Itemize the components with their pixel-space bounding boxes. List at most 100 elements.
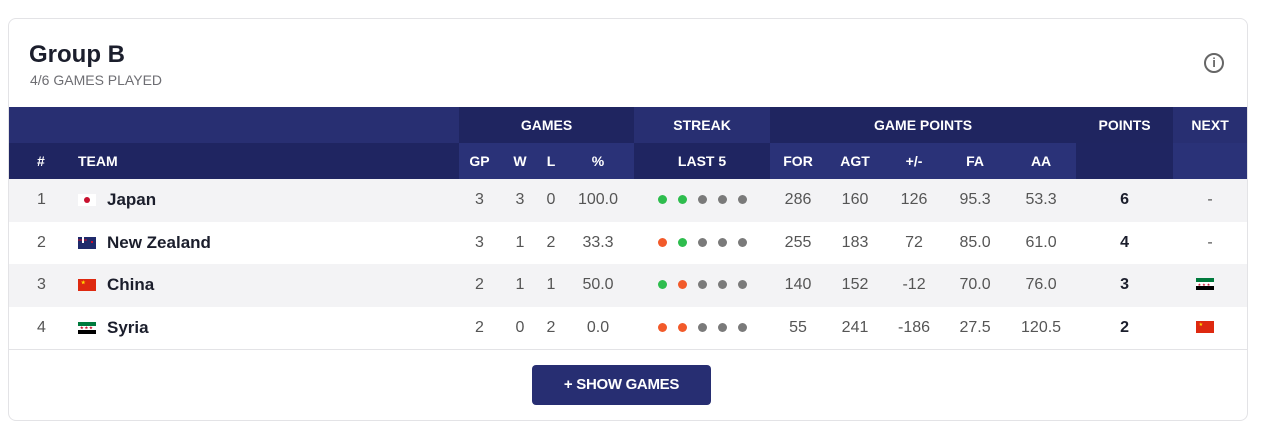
- team-cell[interactable]: ★★★ Syria: [52, 306, 459, 350]
- for-average: 70.0: [944, 264, 1007, 307]
- team-cell[interactable]: New Zealand: [52, 222, 459, 265]
- header-for: FOR: [770, 143, 827, 179]
- streak-dot-none: [717, 322, 727, 332]
- china-flag-icon: ★: [1195, 320, 1214, 333]
- for-average: 85.0: [959, 233, 991, 251]
- header-blank: [9, 107, 459, 143]
- games-played: 4/6 GAMES PLAYED: [30, 72, 163, 88]
- streak-dot-none: [737, 237, 747, 247]
- games-played: 2: [459, 264, 500, 307]
- losses: 2: [546, 233, 556, 251]
- japan-flag-icon: [78, 194, 96, 207]
- header-points: POINTS: [1076, 107, 1174, 143]
- team-name[interactable]: China: [107, 275, 155, 295]
- table-row[interactable]: 3 ★ China 2 1 1 50.0 140 152 -12 70.0 76.0 3 ★★★: [9, 264, 1248, 307]
- against-average: 53.3: [1006, 179, 1077, 222]
- wins: 1: [500, 264, 540, 307]
- streak-dot-none: [697, 322, 707, 332]
- header-team: TEAM: [52, 143, 459, 179]
- syria-flag-icon: ★★★: [78, 321, 96, 334]
- header-l: L: [540, 143, 562, 179]
- streak-dot-loss: [677, 322, 687, 332]
- rank: 1: [9, 179, 52, 222]
- header-games: GAMES: [459, 107, 635, 143]
- info-icon[interactable]: i: [1204, 53, 1224, 73]
- last5-streak: [634, 306, 771, 350]
- last5-streak: [634, 264, 771, 307]
- group-title: Group B: [29, 41, 125, 68]
- points: 6: [1076, 179, 1174, 222]
- team-name[interactable]: New Zealand: [107, 232, 211, 252]
- rank: 2: [37, 233, 46, 251]
- win-pct: 0.0: [562, 306, 635, 350]
- points-for: 286: [770, 179, 827, 222]
- points-against: 160: [826, 179, 885, 222]
- win-pct: 100.0: [562, 179, 635, 222]
- against-average: 61.0: [1025, 233, 1057, 251]
- points-against: 183: [841, 233, 869, 251]
- new-zealand-flag-icon: [78, 236, 96, 249]
- header-rank: #: [9, 143, 52, 179]
- against-average: 76.0: [1006, 264, 1077, 307]
- header-w: W: [500, 143, 540, 179]
- header-agt: AGT: [826, 143, 885, 179]
- table-row[interactable]: 1 Japan 3 3 0 100.0 286 160 126 95.3 53.3 6-: [9, 179, 1248, 222]
- rank: 4: [9, 306, 52, 350]
- point-diff: 72: [905, 233, 923, 251]
- header-gp: GP: [459, 143, 500, 179]
- standings-card: Group B 4/6 GAMES PLAYED i GAMES STREAK …: [8, 18, 1248, 421]
- wins: 0: [500, 306, 540, 350]
- streak-dot-loss: [657, 237, 667, 247]
- team-name[interactable]: Japan: [107, 190, 157, 210]
- streak-dot-none: [697, 280, 707, 290]
- header-aa: AA: [1006, 143, 1077, 179]
- points-against: 241: [826, 306, 885, 350]
- header-next: NEXT: [1173, 107, 1248, 143]
- streak-dot-win: [657, 195, 667, 205]
- streak-dot-loss: [657, 322, 667, 332]
- next-opponent: -: [1173, 179, 1248, 222]
- syria-flag-icon: ★★★: [1195, 278, 1214, 291]
- streak-dot-none: [697, 237, 707, 247]
- point-diff: -12: [884, 264, 945, 307]
- win-pct: 50.0: [562, 264, 635, 307]
- header-next-blank: [1173, 143, 1248, 179]
- streak-dot-none: [717, 280, 727, 290]
- rank: 3: [9, 264, 52, 307]
- header-points-blank: [1076, 143, 1174, 179]
- for-average: 27.5: [944, 306, 1007, 350]
- streak-dot-win: [677, 195, 687, 205]
- points: 2: [1076, 306, 1174, 350]
- point-diff: 126: [884, 179, 945, 222]
- games-played: 3: [475, 233, 484, 251]
- streak-dot-win: [657, 280, 667, 290]
- point-diff: -186: [884, 306, 945, 350]
- table-row[interactable]: 2 New Zealand 3 1 2 33.3 255 183 72 85.0 61.0 4 -: [9, 222, 1247, 265]
- streak-dot-none: [737, 322, 747, 332]
- team-cell[interactable]: Japan: [52, 179, 459, 222]
- header-streak: STREAK: [634, 107, 771, 143]
- header-diff: +/-: [884, 143, 945, 179]
- streak-dot-none: [717, 237, 727, 247]
- losses: 2: [540, 306, 562, 350]
- streak-dot-none: [737, 195, 747, 205]
- table-row[interactable]: 4 ★★★ Syria 2 0 2 0.0 55 241 -186 27.5 120.5 2 ★: [9, 306, 1248, 350]
- wins: 1: [515, 233, 525, 251]
- standings-table: GAMES STREAK GAME POINTS POINTS NEXT # T…: [9, 107, 1248, 350]
- last5-streak: [634, 179, 771, 222]
- streak-dot-none: [717, 195, 727, 205]
- header-game-points: GAME POINTS: [770, 107, 1077, 143]
- team-name[interactable]: Syria: [107, 317, 149, 337]
- next-opponent[interactable]: ★★★: [1173, 264, 1248, 307]
- streak-dot-loss: [677, 280, 687, 290]
- header-last5: LAST 5: [634, 143, 771, 179]
- points: 4: [1120, 233, 1130, 251]
- show-games-button[interactable]: + SHOW GAMES: [532, 365, 711, 405]
- games-played: 2: [459, 306, 500, 350]
- team-cell[interactable]: ★ China: [52, 264, 459, 307]
- next-opponent[interactable]: ★: [1173, 306, 1248, 350]
- losses: 0: [540, 179, 562, 222]
- points-against: 152: [826, 264, 885, 307]
- header-fa: FA: [944, 143, 1007, 179]
- points-for: 255: [784, 233, 812, 251]
